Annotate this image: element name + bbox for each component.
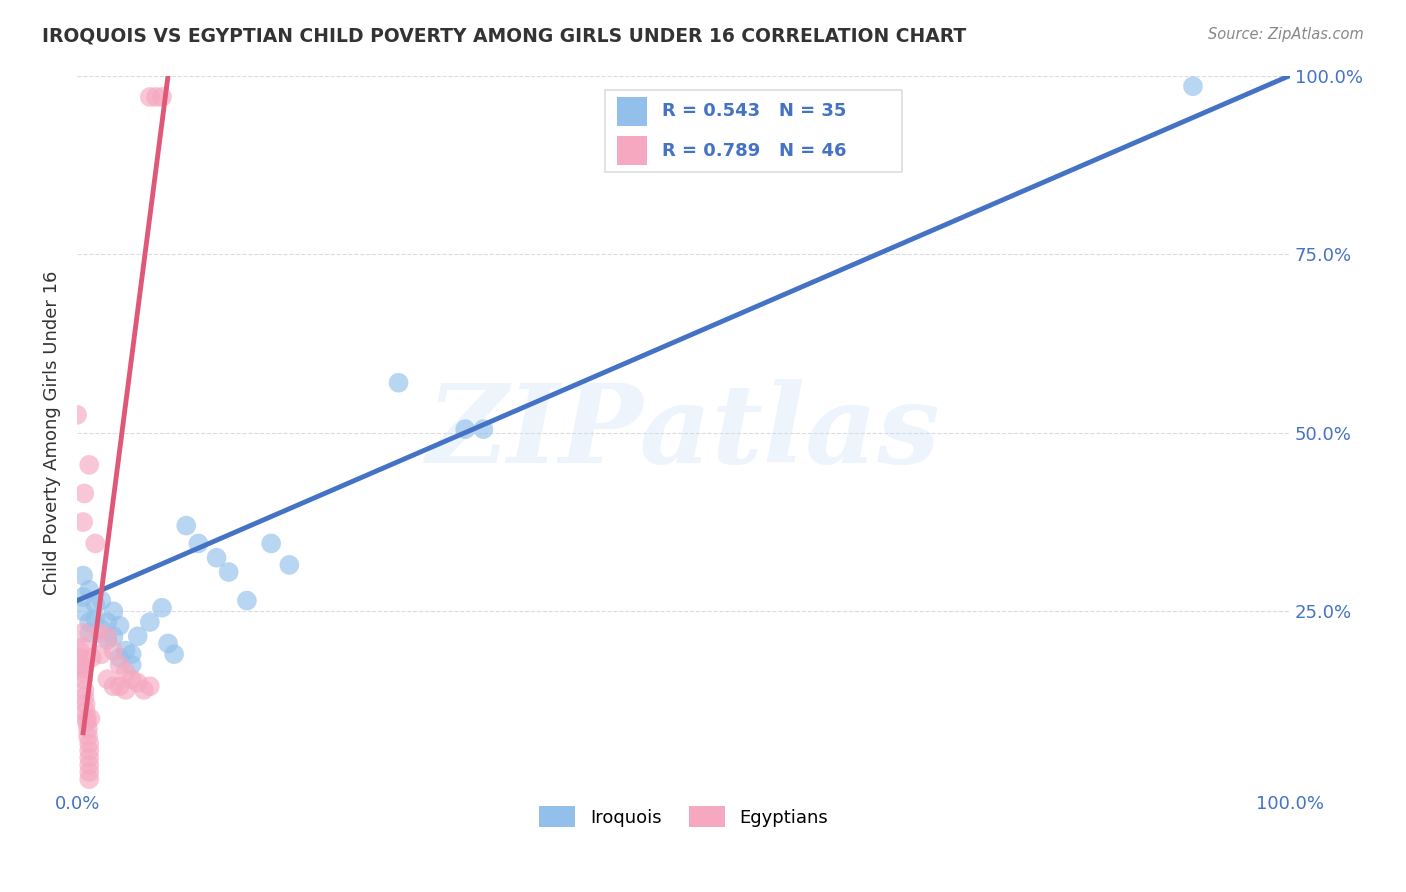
Point — [150, 600, 173, 615]
Point — [72, 568, 94, 582]
Y-axis label: Child Poverty Among Girls Under 16: Child Poverty Among Girls Under 16 — [44, 270, 60, 595]
Point — [73, 486, 96, 500]
Point — [80, 650, 103, 665]
Point — [66, 408, 89, 422]
Point — [103, 604, 125, 618]
Point — [236, 593, 259, 607]
Point — [90, 647, 112, 661]
Point — [90, 622, 112, 636]
Point — [96, 672, 118, 686]
Point — [69, 643, 91, 657]
Point — [139, 615, 162, 629]
Point — [77, 758, 100, 772]
Point — [1181, 79, 1204, 94]
Point — [84, 597, 107, 611]
Point — [278, 558, 301, 572]
Point — [132, 682, 155, 697]
Point — [205, 550, 228, 565]
Point — [114, 665, 136, 679]
Point — [108, 679, 131, 693]
FancyBboxPatch shape — [617, 136, 647, 165]
Point — [75, 697, 97, 711]
Point — [72, 661, 94, 675]
Point — [174, 518, 197, 533]
Point — [387, 376, 409, 390]
Text: IROQUOIS VS EGYPTIAN CHILD POVERTY AMONG GIRLS UNDER 16 CORRELATION CHART: IROQUOIS VS EGYPTIAN CHILD POVERTY AMONG… — [42, 27, 966, 45]
Text: Source: ZipAtlas.com: Source: ZipAtlas.com — [1208, 27, 1364, 42]
Point — [79, 711, 101, 725]
Point — [77, 772, 100, 787]
Point — [127, 675, 149, 690]
Point — [157, 636, 180, 650]
Point — [121, 657, 143, 672]
Point — [96, 615, 118, 629]
Point — [108, 657, 131, 672]
Point — [114, 643, 136, 657]
Point — [77, 765, 100, 780]
Point — [76, 714, 98, 729]
Point — [127, 629, 149, 643]
Point — [69, 650, 91, 665]
Point — [218, 565, 240, 579]
Point — [187, 536, 209, 550]
FancyBboxPatch shape — [605, 90, 901, 172]
Point — [260, 536, 283, 550]
Point — [77, 582, 100, 597]
Point — [72, 604, 94, 618]
Point — [70, 665, 93, 679]
Point — [73, 682, 96, 697]
Point — [72, 590, 94, 604]
Text: ZIPatlas: ZIPatlas — [426, 379, 941, 486]
Point — [145, 90, 167, 104]
Point — [76, 711, 98, 725]
Point — [108, 650, 131, 665]
Point — [472, 422, 495, 436]
Point — [150, 90, 173, 104]
Point — [73, 690, 96, 704]
Point — [121, 647, 143, 661]
Point — [84, 611, 107, 625]
Legend: Iroquois, Egyptians: Iroquois, Egyptians — [531, 799, 835, 835]
FancyBboxPatch shape — [617, 97, 647, 126]
Point — [114, 682, 136, 697]
Point — [90, 593, 112, 607]
Point — [77, 722, 100, 736]
Point — [77, 625, 100, 640]
Text: R = 0.543   N = 35: R = 0.543 N = 35 — [662, 103, 846, 120]
Point — [77, 751, 100, 765]
Point — [75, 704, 97, 718]
Point — [103, 679, 125, 693]
Point — [77, 744, 100, 758]
Point — [77, 615, 100, 629]
Point — [87, 625, 110, 640]
Point — [72, 640, 94, 654]
Point — [77, 458, 100, 472]
Point — [72, 515, 94, 529]
Point — [84, 536, 107, 550]
Point — [70, 657, 93, 672]
Point — [72, 672, 94, 686]
Point — [103, 629, 125, 643]
Point — [139, 90, 162, 104]
Point — [96, 629, 118, 643]
Point — [72, 625, 94, 640]
Point — [103, 643, 125, 657]
Point — [77, 736, 100, 750]
Text: R = 0.789   N = 46: R = 0.789 N = 46 — [662, 142, 846, 160]
Point — [77, 729, 100, 743]
Point — [108, 618, 131, 632]
Point — [163, 647, 186, 661]
Point — [139, 679, 162, 693]
Point — [96, 632, 118, 647]
Point — [454, 422, 477, 436]
Point — [121, 672, 143, 686]
